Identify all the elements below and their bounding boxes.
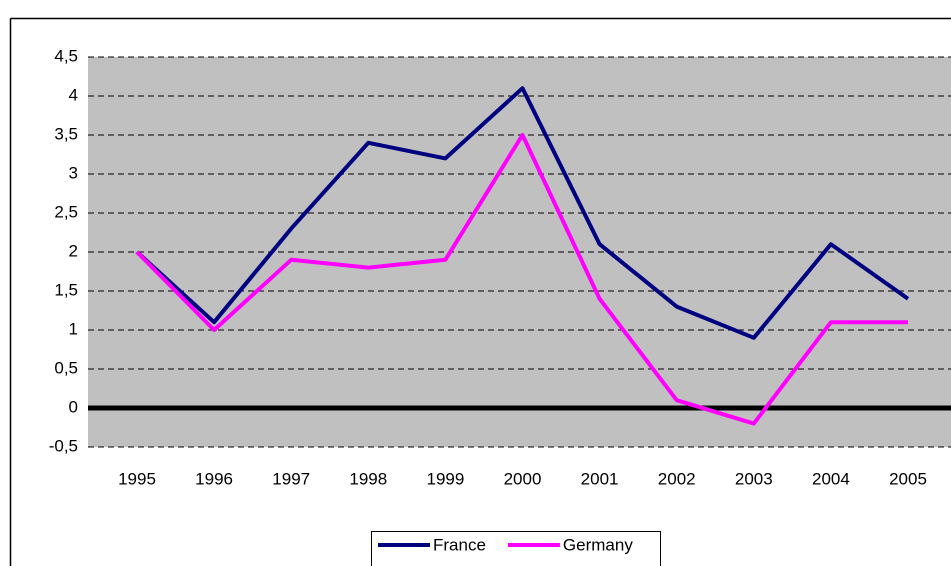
x-tick-label: 2001 — [581, 469, 619, 488]
x-tick-label: 1998 — [349, 469, 387, 488]
y-tick-label: 0 — [69, 397, 78, 416]
x-tick-label: 2003 — [735, 469, 773, 488]
y-tick-label: 0,5 — [54, 358, 78, 377]
y-tick-label: 1,5 — [54, 280, 78, 299]
legend-label: France — [433, 535, 486, 554]
x-tick-label: 2000 — [504, 469, 542, 488]
y-tick-label: 4,5 — [54, 46, 78, 65]
x-tick-label: 2004 — [812, 469, 850, 488]
legend-box — [371, 531, 661, 566]
y-tick-label: 2 — [69, 241, 78, 260]
legend-label: Germany — [563, 535, 633, 554]
x-tick-label: 1997 — [272, 469, 310, 488]
y-tick-label: 2,5 — [54, 202, 78, 221]
y-tick-label: 3,5 — [54, 124, 78, 143]
y-tick-label: 3 — [69, 163, 78, 182]
x-tick-label: 1995 — [118, 469, 156, 488]
x-tick-label: 2005 — [889, 469, 927, 488]
x-tick-label: 2002 — [658, 469, 696, 488]
series-line — [135, 86, 910, 340]
x-tick-label: 1999 — [426, 469, 464, 488]
y-tick-label: 1 — [69, 319, 78, 338]
y-tick-label: 4 — [69, 85, 78, 104]
series-line — [135, 133, 908, 426]
x-tick-label: 1996 — [195, 469, 233, 488]
y-tick-label: -0,5 — [49, 436, 78, 455]
